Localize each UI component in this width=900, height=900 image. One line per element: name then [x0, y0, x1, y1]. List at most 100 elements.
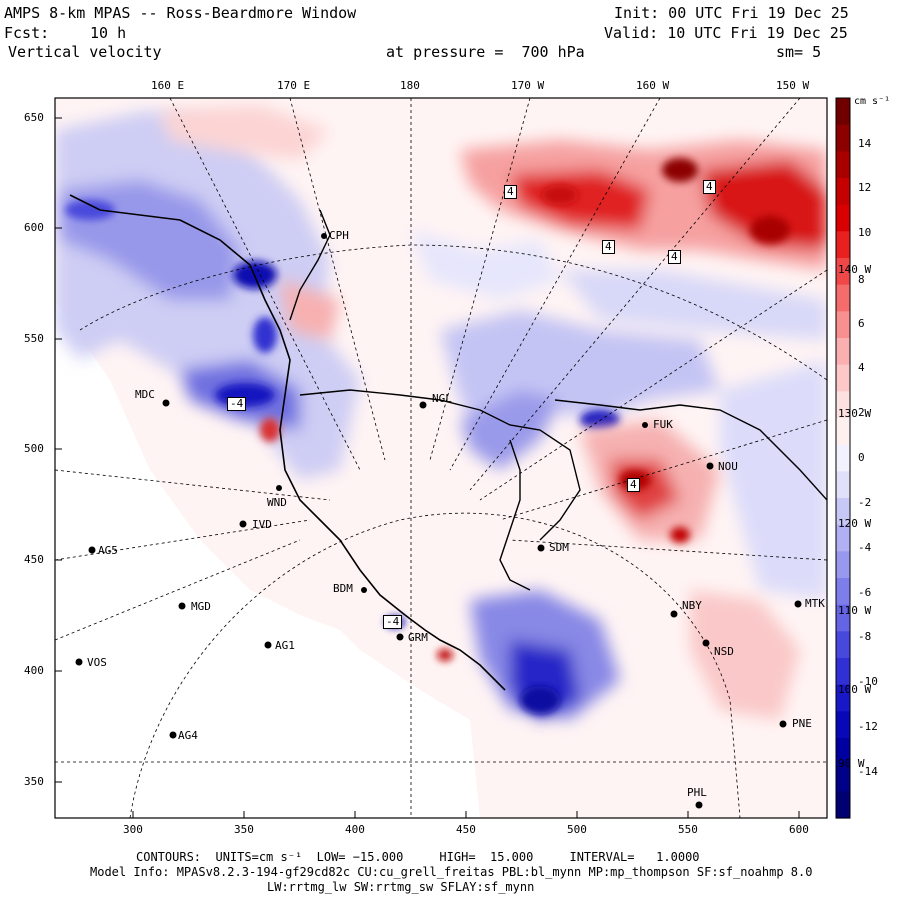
x-tick-550: 550 [678, 823, 698, 836]
lon-label-100w: 100 W [838, 683, 872, 696]
cbar-tick-10: 10 [858, 226, 872, 239]
station-ag4: AG4 [178, 729, 198, 742]
y-tick-500: 500 [24, 442, 44, 455]
station-ivd: IVD [252, 518, 272, 531]
forecast-label: Fcst: [4, 24, 50, 42]
colorbar-swatch [836, 178, 850, 206]
lon-label-160w: 160 W [636, 79, 670, 92]
station-ag5: AG5 [98, 544, 118, 557]
station-nsd: NSD [714, 645, 734, 658]
colorbar-swatch [836, 391, 850, 419]
lon-label-140w: 140 W [838, 263, 872, 276]
colorbar-swatch [836, 791, 850, 819]
colorbar-swatch [836, 204, 850, 232]
station-grm: GRM [408, 631, 428, 644]
contour-label: 4 [627, 478, 640, 492]
contour-label: 4 [703, 180, 716, 194]
x-tick-500: 500 [567, 823, 587, 836]
x-tick-600: 600 [789, 823, 809, 836]
cbar-tick-neg10: -10 [858, 675, 878, 688]
lon-label-170e: 170 E [277, 79, 311, 92]
station-bdm: BDM [333, 582, 353, 595]
station-mtk: MTK [805, 597, 825, 610]
colorbar-swatch [836, 604, 850, 632]
station-mgd: MGD [191, 600, 211, 613]
contour-label: 4 [504, 185, 517, 199]
x-tick-300: 300 [123, 823, 143, 836]
contour-label: -4 [227, 397, 247, 411]
colorbar-swatch [836, 311, 850, 339]
cbar-tick-neg4: -4 [858, 541, 872, 554]
colorbar-swatch [836, 444, 850, 472]
station-nby: NBY [682, 599, 702, 612]
station-pne: PNE [792, 717, 812, 730]
colorbar-swatch [836, 711, 850, 739]
station-nou: NOU [718, 460, 738, 473]
cbar-tick-8: 8 [858, 273, 865, 286]
colorbar-swatch [836, 578, 850, 606]
station-mdc: MDC [135, 388, 155, 401]
contour-label: 4 [602, 240, 615, 254]
pressure-level: at pressure = 700 hPa [386, 43, 585, 61]
model-info-2: LW:rrtmg_lw SW:rrtmg_sw SFLAY:sf_mynn [267, 880, 535, 894]
cbar-tick-14: 14 [858, 137, 872, 150]
plot-frame [54, 97, 828, 819]
colorbar-swatch [836, 471, 850, 499]
cbar-tick-neg14: -14 [858, 765, 878, 778]
station-cph: CPH [329, 229, 349, 242]
cbar-tick-6: 6 [858, 317, 865, 330]
cbar-tick-neg2: -2 [858, 496, 872, 509]
lon-label-150w: 150 W [776, 79, 810, 92]
station-phl: PHL [687, 786, 707, 799]
lon-label-130w: 130 W [838, 407, 872, 420]
station-ngl: NGL [432, 392, 452, 405]
contours-info: CONTOURS: UNITS=cm s⁻¹ LOW= −15.000 HIGH… [136, 850, 700, 864]
station-ag1: AG1 [275, 639, 295, 652]
forecast-hour: 10 h [90, 24, 127, 42]
cbar-tick-12: 12 [858, 181, 872, 194]
y-tick-450: 450 [24, 553, 44, 566]
contour-label: -4 [383, 615, 403, 629]
colorbar-swatch [836, 258, 850, 286]
colorbar [835, 97, 851, 819]
station-wnd: WND [267, 496, 287, 509]
colorbar-swatch [836, 124, 850, 152]
lon-label-120w: 120 W [838, 517, 872, 530]
x-tick-450: 450 [456, 823, 476, 836]
y-tick-550: 550 [24, 332, 44, 345]
vertical-velocity-field [55, 98, 827, 818]
colorbar-swatch [836, 764, 850, 792]
field-name: Vertical velocity [8, 43, 162, 61]
colorbar-swatch [836, 658, 850, 686]
colorbar-swatch [836, 738, 850, 766]
cbar-tick-2: 2 [858, 406, 865, 419]
colorbar-swatch [836, 631, 850, 659]
map-title: AMPS 8-km MPAS -- Ross-Beardmore Window [4, 4, 357, 22]
lon-label-180: 180 [400, 79, 420, 92]
colorbar-swatch [836, 498, 850, 526]
smoothing-value: sm= 5 [776, 43, 822, 61]
y-tick-350: 350 [24, 775, 44, 788]
x-tick-400: 400 [345, 823, 365, 836]
cbar-tick-neg12: -12 [858, 720, 878, 733]
colorbar-swatch [836, 524, 850, 552]
model-info: Model Info: MPASv8.2.3-194-gf29cd82c CU:… [90, 865, 813, 879]
contour-label: 4 [668, 250, 681, 264]
x-tick-350: 350 [234, 823, 254, 836]
colorbar-swatch [836, 338, 850, 366]
cbar-tick-neg6: -6 [858, 586, 872, 599]
colorbar-units: cm s⁻¹ [854, 96, 891, 107]
lon-label-110w: 110 W [838, 604, 872, 617]
valid-time: Valid: 10 UTC Fri 19 Dec 25 [604, 24, 848, 42]
colorbar-swatch [836, 551, 850, 579]
cbar-tick-neg8: -8 [858, 630, 872, 643]
colorbar-swatch [836, 418, 850, 446]
station-fuk: FUK [653, 418, 673, 431]
y-tick-650: 650 [24, 111, 44, 124]
y-tick-600: 600 [24, 221, 44, 234]
cbar-tick-0: 0 [858, 451, 865, 464]
cbar-tick-4: 4 [858, 361, 865, 374]
y-tick-400: 400 [24, 664, 44, 677]
colorbar-swatch [836, 98, 850, 126]
